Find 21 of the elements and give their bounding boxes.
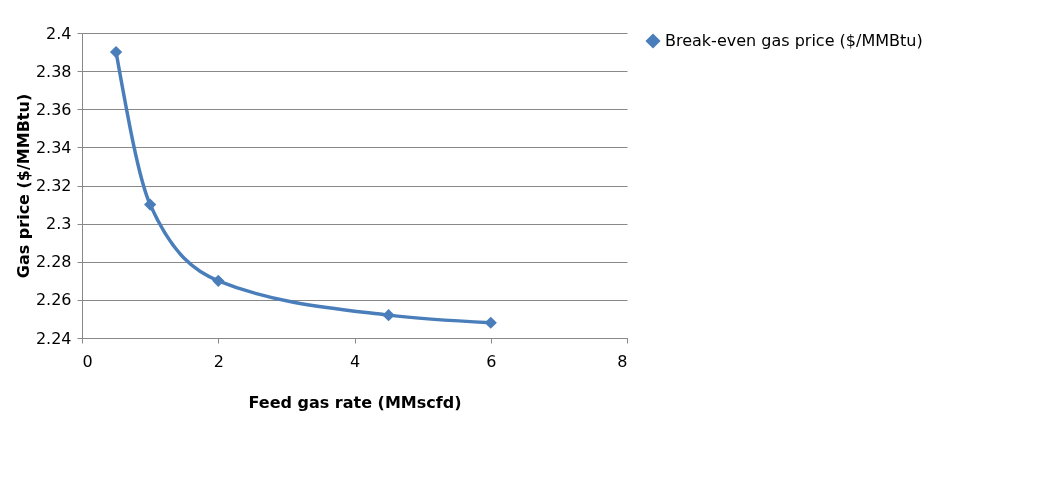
x-tick-label: 6 bbox=[486, 351, 497, 371]
y-axis-title: Gas price ($/MMBtu) bbox=[13, 93, 33, 279]
y-tick-label: 2.34 bbox=[35, 137, 72, 157]
x-tick-label: 8 bbox=[617, 351, 628, 371]
y-tick-label: 2.36 bbox=[35, 99, 72, 119]
point bbox=[144, 198, 157, 211]
y-tick-label: 2.24 bbox=[35, 328, 72, 348]
x-tick-label: 0 bbox=[82, 351, 93, 371]
y-tick-label: 2.26 bbox=[35, 290, 72, 310]
legend-label: Break-even gas price ($/MMBtu) bbox=[665, 31, 923, 50]
x-axis-title: Feed gas rate (MMscfd) bbox=[248, 392, 462, 412]
point bbox=[109, 45, 123, 59]
x-tick-label: 4 bbox=[349, 351, 361, 371]
y-tick-label: 2.38 bbox=[35, 61, 72, 81]
y-tick-label: 2.28 bbox=[35, 252, 72, 272]
y-tick-label: 2.32 bbox=[35, 176, 72, 195]
point bbox=[382, 309, 395, 322]
point bbox=[212, 274, 225, 287]
y-tick-label: 2.3 bbox=[46, 214, 72, 234]
x-tick-label: 2 bbox=[213, 351, 224, 371]
y-tick-label: 2.4 bbox=[46, 23, 72, 43]
